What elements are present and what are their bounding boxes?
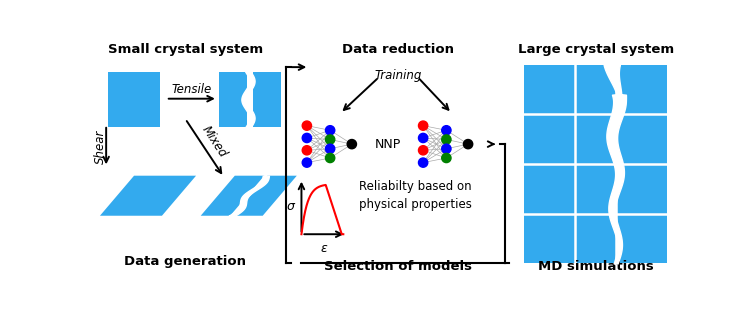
Bar — [219, 72, 248, 127]
Circle shape — [442, 135, 451, 144]
Circle shape — [347, 139, 356, 149]
Text: Tensile: Tensile — [171, 83, 211, 96]
Text: Selection of models: Selection of models — [324, 260, 472, 273]
Circle shape — [326, 135, 334, 144]
Circle shape — [464, 139, 472, 149]
Polygon shape — [233, 176, 297, 216]
Circle shape — [442, 126, 451, 135]
Text: Small crystal system: Small crystal system — [108, 43, 262, 56]
Text: Data generation: Data generation — [124, 255, 246, 268]
Polygon shape — [201, 176, 264, 216]
Circle shape — [302, 158, 311, 167]
Circle shape — [302, 146, 311, 155]
Text: Shear: Shear — [94, 129, 107, 164]
Circle shape — [442, 144, 451, 153]
Text: NNP: NNP — [375, 137, 401, 151]
Circle shape — [419, 158, 428, 167]
Bar — [524, 65, 668, 263]
Circle shape — [302, 121, 311, 130]
Circle shape — [326, 144, 334, 153]
Text: $\sigma$: $\sigma$ — [286, 200, 296, 213]
Bar — [108, 72, 160, 127]
Text: $\varepsilon$: $\varepsilon$ — [320, 242, 328, 255]
Circle shape — [419, 121, 428, 130]
Circle shape — [419, 133, 428, 143]
Circle shape — [419, 146, 428, 155]
Text: Large crystal system: Large crystal system — [518, 43, 674, 56]
Text: Training: Training — [375, 70, 422, 82]
Circle shape — [442, 153, 451, 163]
Text: Mixed: Mixed — [199, 123, 229, 160]
Bar — [253, 72, 280, 127]
Text: MD simulations: MD simulations — [538, 260, 654, 273]
Text: Data reduction: Data reduction — [342, 43, 454, 56]
Polygon shape — [100, 176, 196, 216]
Circle shape — [326, 153, 334, 163]
Circle shape — [302, 133, 311, 143]
Circle shape — [326, 126, 334, 135]
Text: Reliabilty based on
physical properties: Reliabilty based on physical properties — [358, 180, 472, 211]
